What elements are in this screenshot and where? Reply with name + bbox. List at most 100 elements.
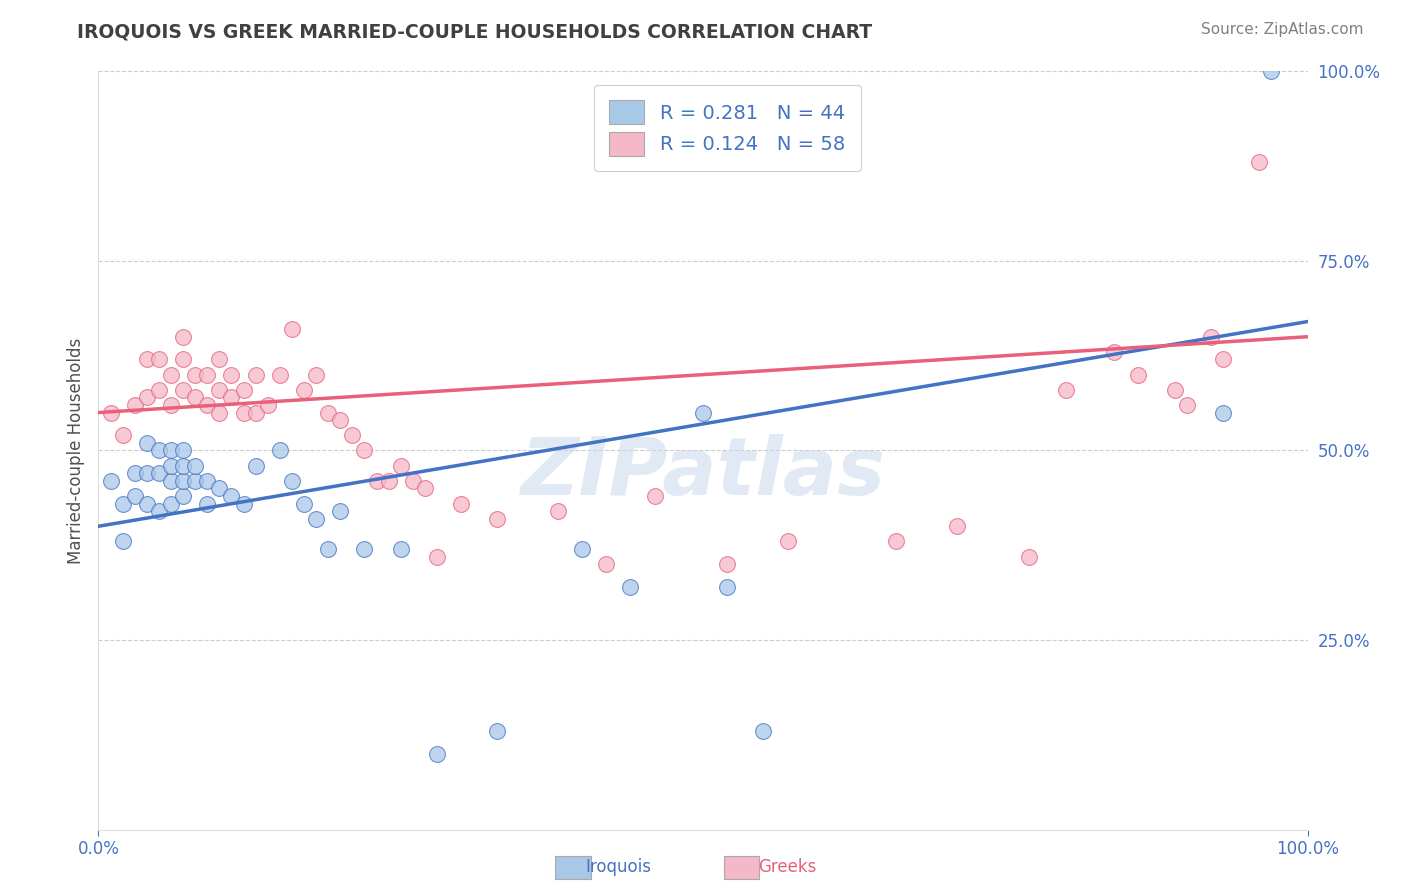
Point: [195, 474, 218, 488]
Point: [486, 724, 509, 739]
Point: [1212, 405, 1234, 420]
Point: [316, 542, 339, 557]
Point: [148, 383, 170, 397]
Point: [208, 405, 231, 420]
Point: [571, 542, 593, 557]
Point: [208, 383, 231, 397]
Point: [389, 458, 412, 473]
Point: [426, 549, 449, 564]
Point: [148, 352, 170, 367]
Point: [135, 391, 157, 405]
Point: [160, 443, 183, 458]
Point: [160, 474, 183, 488]
Point: [100, 405, 122, 420]
Point: [172, 330, 194, 344]
Point: [245, 458, 267, 473]
Point: [644, 489, 666, 503]
Point: [208, 352, 231, 367]
Point: [269, 368, 291, 382]
Point: [148, 504, 170, 518]
Point: [353, 542, 375, 557]
Point: [692, 405, 714, 420]
Point: [124, 398, 146, 412]
Point: [886, 534, 908, 549]
Text: Source: ZipAtlas.com: Source: ZipAtlas.com: [1201, 22, 1364, 37]
Point: [124, 467, 146, 481]
Point: [1249, 155, 1271, 169]
Point: [269, 443, 291, 458]
Point: [208, 482, 231, 496]
Point: [135, 496, 157, 510]
Point: [281, 474, 304, 488]
Point: [1054, 383, 1077, 397]
Point: [1175, 398, 1198, 412]
Point: [1260, 64, 1282, 78]
Point: [160, 496, 183, 510]
Point: [305, 368, 328, 382]
Point: [377, 474, 399, 488]
Point: [221, 391, 243, 405]
Point: [135, 467, 157, 481]
Point: [329, 413, 352, 427]
Text: ZIPatlas: ZIPatlas: [520, 434, 886, 512]
Point: [413, 482, 436, 496]
Point: [281, 322, 304, 336]
Point: [160, 368, 183, 382]
Point: [184, 391, 207, 405]
Point: [148, 443, 170, 458]
Point: [232, 405, 254, 420]
Point: [221, 368, 243, 382]
Point: [172, 352, 194, 367]
Point: [135, 352, 157, 367]
Point: [172, 443, 194, 458]
Legend: R = 0.281   N = 44, R = 0.124   N = 58: R = 0.281 N = 44, R = 0.124 N = 58: [593, 85, 860, 171]
Point: [184, 368, 207, 382]
Point: [245, 405, 267, 420]
Point: [450, 496, 472, 510]
Point: [946, 519, 969, 533]
Point: [232, 383, 254, 397]
Point: [402, 474, 425, 488]
Point: [292, 496, 315, 510]
Point: [111, 428, 134, 442]
Point: [486, 512, 509, 526]
Point: [184, 458, 207, 473]
Point: [111, 496, 134, 510]
Point: [195, 398, 218, 412]
Point: [547, 504, 569, 518]
Point: [232, 496, 254, 510]
Point: [221, 489, 243, 503]
Point: [1163, 383, 1185, 397]
Point: [292, 383, 315, 397]
Point: [316, 405, 339, 420]
Point: [111, 534, 134, 549]
Point: [160, 458, 183, 473]
Point: [1199, 330, 1222, 344]
Point: [752, 724, 775, 739]
Point: [353, 443, 375, 458]
Point: [100, 474, 122, 488]
Point: [148, 467, 170, 481]
Point: [195, 368, 218, 382]
Point: [389, 542, 412, 557]
Point: [135, 436, 157, 450]
Point: [1102, 344, 1125, 359]
Point: [776, 534, 799, 549]
Point: [1212, 352, 1234, 367]
Point: [716, 580, 738, 594]
Point: [619, 580, 641, 594]
Point: [426, 747, 449, 761]
Point: [184, 474, 207, 488]
Point: [172, 383, 194, 397]
Point: [329, 504, 352, 518]
Point: [195, 496, 218, 510]
Point: [342, 428, 364, 442]
Point: [124, 489, 146, 503]
Point: [172, 458, 194, 473]
Point: [1018, 549, 1040, 564]
Y-axis label: Married-couple Households: Married-couple Households: [66, 337, 84, 564]
Point: [366, 474, 388, 488]
Point: [160, 398, 183, 412]
Text: IROQUOIS VS GREEK MARRIED-COUPLE HOUSEHOLDS CORRELATION CHART: IROQUOIS VS GREEK MARRIED-COUPLE HOUSEHO…: [77, 22, 873, 41]
Point: [595, 557, 617, 572]
